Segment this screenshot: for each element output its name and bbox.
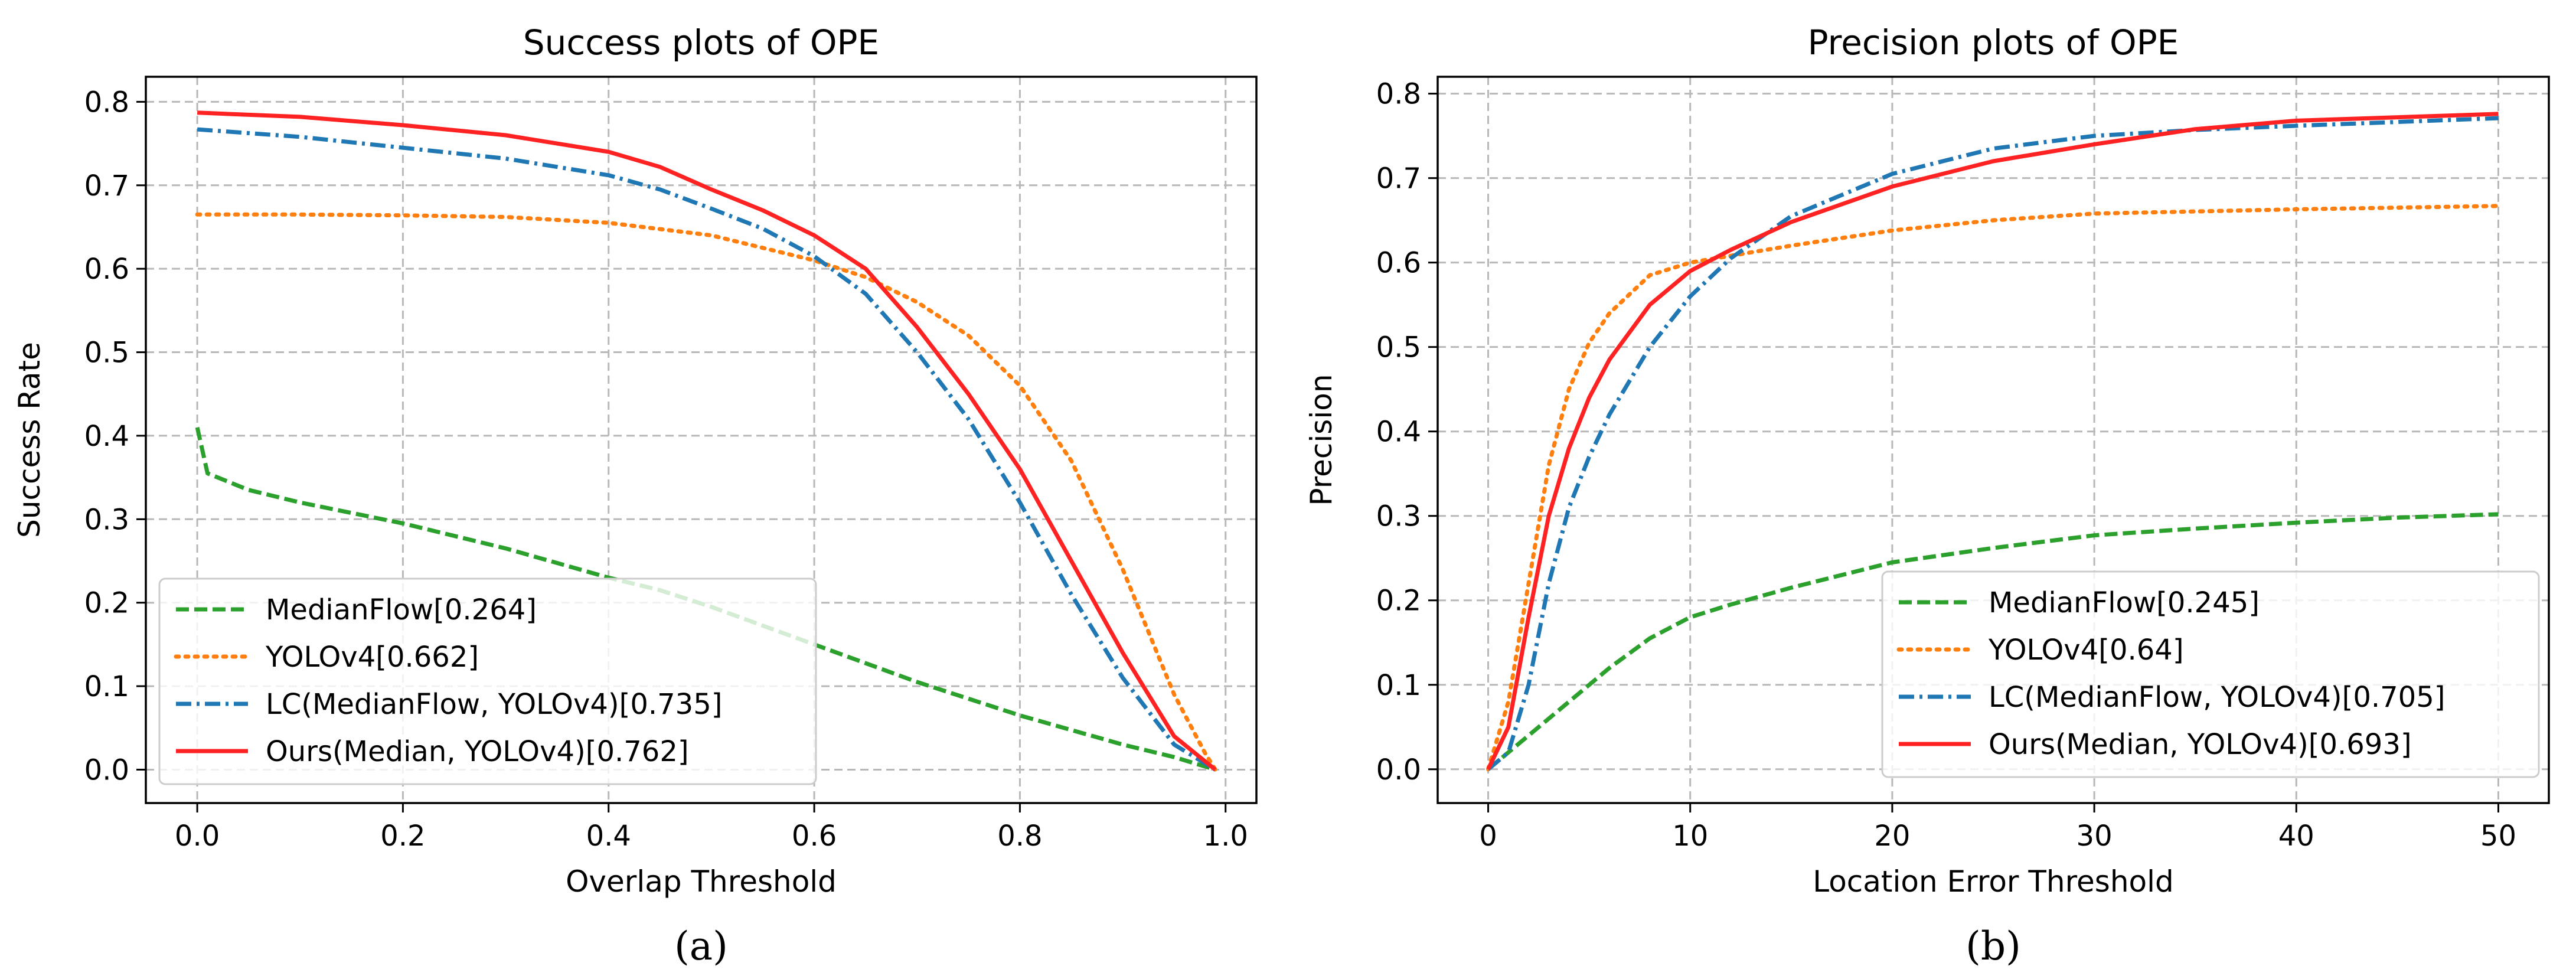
y-axis-label: Success Rate	[12, 342, 47, 538]
y-tick-label: 0.4	[84, 420, 129, 453]
y-tick-label: 0.4	[1376, 416, 1421, 449]
series-line-0	[1487, 512, 2499, 771]
x-tick-label: 0.0	[175, 820, 220, 853]
x-tick-label: 50	[2480, 820, 2516, 853]
precision-plot-panel: 0 10 20 30 40 50 0.0 0.1 0.2 0.3 0.4 0.5 0.6 0.7 0.8 Pr…	[1304, 22, 2550, 969]
y-tick-label: 0.8	[1376, 78, 1421, 111]
legend-label: LC(MedianFlow, YOLOv4)[0.735]	[266, 688, 722, 721]
x-tick-label: 0.8	[997, 820, 1042, 853]
series-line-1	[195, 212, 1217, 772]
x-axis-label: Overlap Threshold	[566, 864, 837, 899]
axes-frame	[1436, 76, 2550, 804]
legend-label: Ours(Median, YOLOv4)[0.762]	[266, 735, 689, 768]
y-tick-label: 0.3	[1376, 500, 1421, 533]
legend-box	[158, 577, 817, 785]
y-tick-label: 0.8	[84, 86, 129, 119]
legend-label: YOLOv4[0.662]	[265, 641, 479, 674]
y-tick-label: 0.2	[84, 587, 129, 620]
x-tick-label: 10	[1672, 820, 1708, 853]
x-tick-label: 0	[1479, 820, 1497, 853]
series-line-2	[197, 127, 1217, 772]
series-line-1	[1486, 204, 2500, 772]
y-tick-label: 0.0	[1376, 753, 1421, 787]
y-tick-label: 0.5	[84, 337, 129, 370]
y-tick-label: 0.1	[84, 670, 129, 703]
y-tick-label: 0.7	[1376, 162, 1421, 195]
x-tick-label: 1.0	[1203, 820, 1248, 853]
chart-title: Success plots of OPE	[523, 22, 879, 63]
y-tick-label: 0.6	[84, 253, 129, 286]
x-axis-label: Location Error Threshold	[1813, 864, 2174, 899]
x-tick-label: 30	[2077, 820, 2113, 853]
x-tick-label: 40	[2278, 820, 2314, 853]
y-tick-label: 0.1	[1376, 669, 1421, 702]
x-tick-label: 0.2	[380, 820, 425, 853]
legend-label: LC(MedianFlow, YOLOv4)[0.705]	[1989, 681, 2445, 714]
y-tick-label: 0.6	[1376, 247, 1421, 280]
series-line-3	[197, 110, 1217, 772]
legend-label: MedianFlow[0.245]	[1989, 586, 2260, 619]
legend-label: YOLOv4[0.64]	[1988, 634, 2184, 667]
y-tick-label: 0.7	[84, 169, 129, 203]
legend-label: Ours(Median, YOLOv4)[0.693]	[1989, 728, 2412, 761]
panel-caption: (a)	[674, 923, 728, 969]
success-plot-panel: 0.0 0.2 0.4 0.6 0.8 1.0 0.0 0.1 0.2 0.3 0.4 0.5 0.6 0…	[12, 22, 1258, 969]
y-tick-label: 0.0	[84, 753, 129, 787]
legend-label: MedianFlow[0.264]	[266, 593, 537, 626]
y-axis-label: Precision	[1304, 374, 1338, 505]
x-tick-label: 0.6	[792, 820, 837, 853]
series-line-3	[1486, 112, 2499, 771]
panel-caption: (b)	[1966, 923, 2021, 969]
axes-frame	[145, 76, 1258, 804]
y-tick-label: 0.2	[1376, 585, 1421, 618]
y-tick-label: 0.3	[84, 503, 129, 536]
legend-box	[1881, 570, 2540, 778]
x-tick-label: 20	[1874, 820, 1910, 853]
chart-title: Precision plots of OPE	[1808, 22, 2179, 63]
series-line-2	[1487, 116, 2499, 771]
x-tick-label: 0.4	[586, 820, 631, 853]
y-tick-label: 0.5	[1376, 331, 1421, 364]
